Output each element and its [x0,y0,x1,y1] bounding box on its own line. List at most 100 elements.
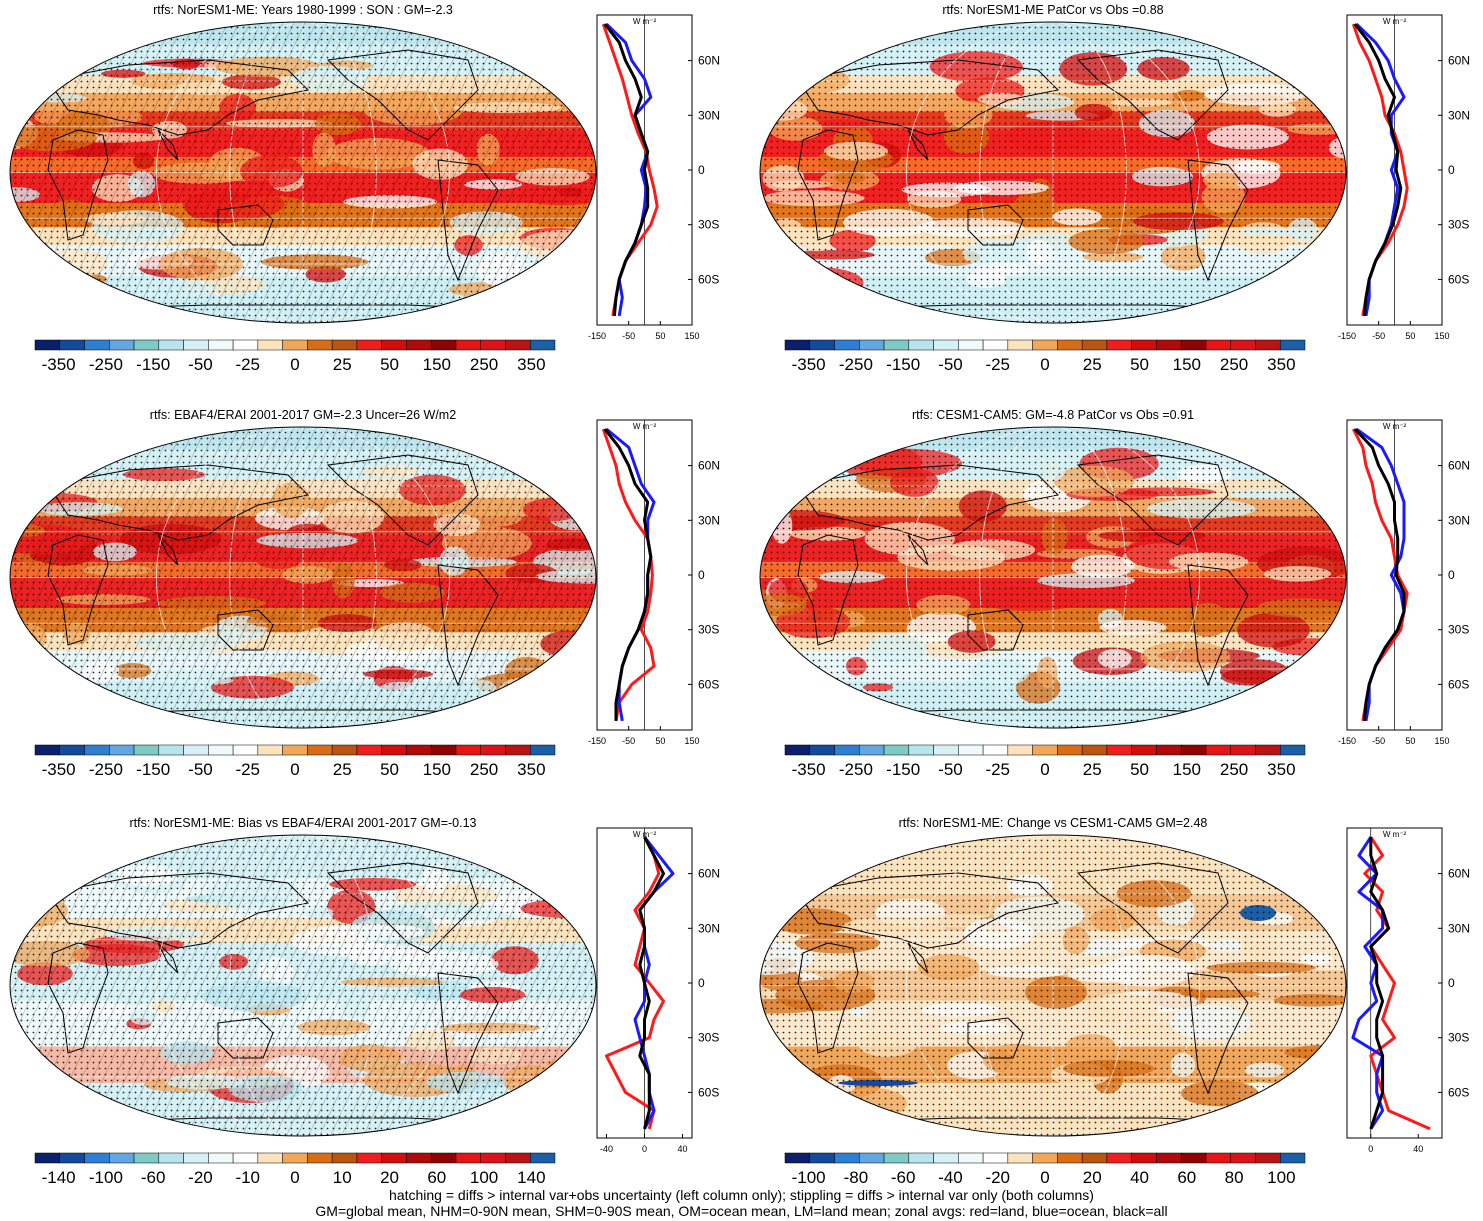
colorbar-swatch [406,744,432,756]
lat-tick-label: 30S [1448,218,1469,232]
panel-4: rtfs: CESM1-CAM5: GM=-4.8 PatCor vs Obs … [750,405,1483,805]
colorbar-swatch [908,1152,934,1164]
colorbar-label: 250 [470,760,498,779]
x-tick-label: 50 [655,331,665,341]
colorbar-swatch [84,1152,110,1164]
colorbar-label: 250 [1220,355,1248,374]
zonal-mean-plot: W m⁻² 60N 30N 0 30S 60S -150 -50 50 150 [1338,14,1483,360]
footer-line-2: GM=global mean, NHM=0-90N mean, SHM=0-90… [315,1203,1168,1219]
colorbar-swatch [1156,339,1182,351]
colorbar-swatch [1205,339,1231,351]
colorbar-swatch [1180,1152,1207,1164]
lat-tick-label: 0 [1448,976,1455,990]
colorbar-swatch [1106,339,1132,351]
colorbar-swatch [529,1152,556,1164]
colorbar-swatch [208,1152,234,1164]
colorbar-label: -25 [985,760,1010,779]
colorbar-label: -250 [89,355,123,374]
colorbar-swatch [1007,744,1033,756]
colorbar-swatch [455,744,481,756]
colorbar-swatch [480,339,506,351]
colorbar-swatch [958,1152,984,1164]
colorbar-label: -60 [141,1168,166,1187]
panel-1: rtfs: NorESM1-ME: Years 1980-1999 : SON … [0,0,740,400]
colorbar-label: 100 [1267,1168,1295,1187]
colorbar-swatch [1131,1152,1157,1164]
colorbar-swatch [307,744,333,756]
colorbar-label: -250 [89,760,123,779]
map-title: rtfs: NorESM1-ME PatCor vs Obs =0.88 [942,3,1164,17]
colorbar-swatch [933,339,959,351]
colorbar-swatch [809,1152,835,1164]
colorbar-label: 25 [333,760,352,779]
colorbar-swatch [1057,1152,1083,1164]
robinson-map [758,833,1348,1138]
lat-tick-label: 30S [698,623,719,637]
colorbar-swatch [1279,1152,1306,1164]
colorbar-label: 0 [290,1168,299,1187]
colorbar-swatch [59,339,85,351]
x-tick-label: 0 [1368,1144,1373,1154]
colorbar-label: 60 [427,1168,446,1187]
colorbar-swatch [1057,339,1083,351]
x-tick-label: 150 [1434,736,1449,746]
colorbar-label: 40 [1130,1168,1149,1187]
colorbar-swatch [1007,339,1033,351]
colorbar-swatch [1156,1152,1182,1164]
lat-tick-label: 30N [1448,513,1470,527]
colorbar-swatch [1106,1152,1132,1164]
colorbar-swatch [859,744,885,756]
colorbar-label: 140 [517,1168,545,1187]
colorbar-swatch [834,339,860,351]
colorbar-swatch [1205,744,1231,756]
colorbar-label: -25 [235,760,260,779]
lat-tick-label: 60N [698,867,720,881]
map-title: rtfs: NorESM1-ME: Bias vs EBAF4/ERAI 200… [129,816,477,830]
lat-tick-label: 0 [1448,163,1455,177]
zonal-series-land [1363,836,1431,1131]
colorbar-label: 0 [1040,355,1049,374]
colorbar-label: -40 [938,1168,963,1187]
colorbar-swatch [480,1152,506,1164]
x-tick-label: 0 [642,1144,647,1154]
lat-tick-label: 30N [698,108,720,122]
colorbar-swatch [356,339,382,351]
colorbar-swatch [356,1152,382,1164]
colorbar-label: -350 [792,760,826,779]
colorbar-swatch [109,339,135,351]
colorbar-label: 250 [1220,760,1248,779]
colorbar-swatch [480,744,506,756]
lat-tick-label: 60S [698,1085,719,1099]
colorbar-label: -100 [89,1168,123,1187]
colorbar-swatch [809,744,835,756]
colorbar-swatch [158,744,184,756]
colorbar-label: 350 [1267,355,1295,374]
x-tick-label: 40 [1413,1144,1423,1154]
lat-tick-label: 60N [1448,867,1470,881]
lat-tick-label: 60S [1448,677,1469,691]
colorbar-swatch [1106,744,1132,756]
colorbar-swatch [282,1152,308,1164]
zonal-series-all [603,23,650,317]
colorbar-swatch [1156,744,1182,756]
colorbar-swatch [232,339,259,351]
colorbar-label: 150 [1173,760,1201,779]
colorbar-swatch [784,1152,811,1164]
x-tick-label: -50 [1372,331,1385,341]
colorbar-label: 60 [1177,1168,1196,1187]
colorbar-swatch [133,1152,160,1164]
colorbar-label: 350 [1267,760,1295,779]
colorbar-label: -150 [886,355,920,374]
colorbar-swatch [1180,339,1207,351]
colorbar-swatch [1007,1152,1033,1164]
colorbar-swatch [1032,339,1058,351]
panel-6: rtfs: NorESM1-ME: Change vs CESM1-CAM5 G… [750,813,1483,1213]
colorbar-label: 100 [470,1168,498,1187]
colorbar-label: 150 [423,355,451,374]
robinson-map [758,20,1348,325]
colorbar-swatch [933,744,959,756]
x-tick-label: -50 [1372,736,1385,746]
lat-tick-label: 0 [1448,568,1455,582]
colorbar-swatch [232,1152,259,1164]
colorbar-label: 25 [1083,760,1102,779]
